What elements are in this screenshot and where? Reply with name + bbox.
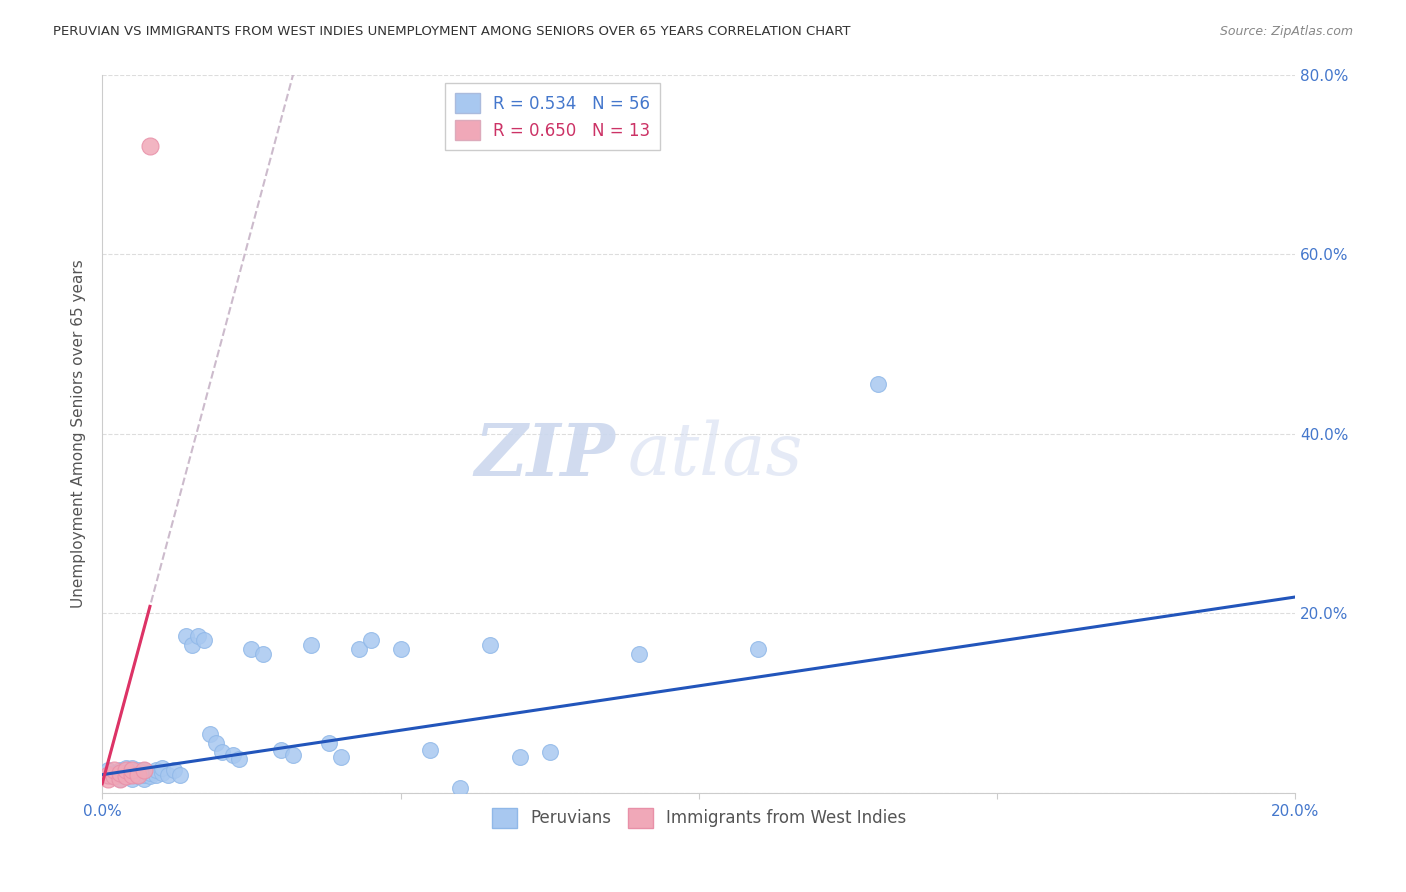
Point [228, 751, 250, 765]
Legend: Peruvians, Immigrants from West Indies: Peruvians, Immigrants from West Indies [485, 801, 912, 835]
Point [145, 763, 167, 777]
Point [127, 767, 149, 781]
Point [509, 749, 531, 764]
Point [163, 763, 186, 777]
Point [187, 629, 209, 643]
Point [156, 767, 179, 781]
Point [299, 638, 322, 652]
Point [127, 770, 149, 784]
Point [419, 742, 441, 756]
Point [121, 772, 143, 787]
Point [252, 647, 274, 661]
Point [127, 763, 149, 777]
Point [174, 629, 197, 643]
Y-axis label: Unemployment Among Seniors over 65 years: Unemployment Among Seniors over 65 years [72, 260, 86, 608]
Point [115, 765, 138, 780]
Point [270, 742, 292, 756]
Text: ZIP: ZIP [474, 419, 616, 491]
Point [132, 772, 155, 787]
Point [538, 745, 561, 759]
Point [97, 772, 120, 787]
Point [103, 763, 125, 777]
Point [150, 765, 173, 780]
Point [108, 763, 131, 777]
Point [115, 770, 138, 784]
Point [318, 736, 340, 750]
Point [97, 767, 120, 781]
Point [479, 638, 502, 652]
Point [347, 642, 370, 657]
Point [628, 647, 651, 661]
Point [281, 747, 304, 762]
Point [747, 642, 769, 657]
Text: PERUVIAN VS IMMIGRANTS FROM WEST INDIES UNEMPLOYMENT AMONG SENIORS OVER 65 YEARS: PERUVIAN VS IMMIGRANTS FROM WEST INDIES … [53, 25, 851, 38]
Point [115, 770, 138, 784]
Point [97, 763, 120, 777]
Point [132, 763, 155, 777]
Point [211, 745, 233, 759]
Point [204, 736, 226, 750]
Point [115, 763, 138, 777]
Point [121, 765, 143, 780]
Point [180, 638, 202, 652]
Point [198, 727, 221, 741]
Point [103, 765, 125, 780]
Point [121, 763, 143, 777]
Point [139, 139, 162, 153]
Point [121, 767, 143, 781]
Point [108, 767, 131, 781]
Point [169, 767, 191, 781]
Point [132, 763, 155, 777]
Point [193, 633, 215, 648]
Point [222, 747, 245, 762]
Point [139, 765, 162, 780]
Point [139, 770, 162, 784]
Point [389, 642, 412, 657]
Point [360, 633, 382, 648]
Point [121, 760, 143, 774]
Text: atlas: atlas [627, 420, 803, 491]
Point [150, 760, 173, 774]
Point [449, 781, 471, 796]
Point [103, 770, 125, 784]
Point [866, 377, 889, 392]
Point [121, 767, 143, 781]
Point [145, 767, 167, 781]
Point [329, 749, 352, 764]
Point [240, 642, 263, 657]
Point [127, 767, 149, 781]
Point [97, 767, 120, 781]
Point [115, 760, 138, 774]
Point [108, 765, 131, 780]
Point [108, 772, 131, 787]
Text: Source: ZipAtlas.com: Source: ZipAtlas.com [1219, 25, 1353, 38]
Point [108, 772, 131, 787]
Point [103, 770, 125, 784]
Point [132, 767, 155, 781]
